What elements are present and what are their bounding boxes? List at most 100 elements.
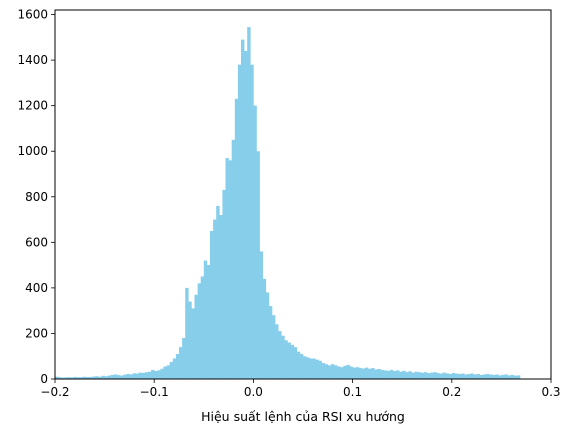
y-axis-ticks: 0 200 400 600 800 1000 1200 1400 1600 (17, 8, 55, 386)
y-tick-label: 1600 (17, 8, 48, 22)
histogram-bar (433, 372, 437, 379)
histogram-bar (420, 372, 425, 379)
histogram-bar (287, 342, 291, 379)
histogram-bar (482, 374, 487, 379)
histogram-bar (281, 335, 285, 379)
histogram-bar (355, 367, 360, 379)
histogram-bar (160, 368, 164, 379)
histogram-bar (268, 306, 273, 379)
histogram-bar (182, 338, 186, 379)
histogram-bar (489, 374, 493, 379)
histogram-bar (312, 358, 316, 379)
histogram-bar (427, 373, 431, 379)
histogram-bar (461, 373, 465, 379)
histogram-bar (213, 219, 217, 379)
histogram-bar (172, 358, 177, 379)
histogram-bar (430, 372, 434, 379)
x-tick-label: −0.2 (40, 385, 69, 399)
histogram-bar (120, 375, 124, 379)
histogram-bar (247, 27, 251, 380)
histogram-bar (197, 283, 201, 379)
histogram-bar (408, 371, 412, 379)
histogram-bar (470, 373, 474, 379)
histogram-bar (436, 373, 440, 379)
histogram-bar (157, 370, 161, 379)
histogram-bar (290, 344, 294, 379)
histogram-bar (132, 373, 136, 379)
histogram-bar (166, 365, 170, 379)
histogram-bar (228, 160, 232, 379)
histogram-bar (163, 366, 167, 379)
histogram-bar (262, 278, 267, 379)
histogram-bar (445, 373, 449, 379)
histogram-bar (244, 51, 248, 379)
histogram-bar (278, 331, 282, 379)
histogram-bar (340, 367, 344, 379)
histogram-bar (324, 364, 329, 379)
histogram-bar (368, 368, 372, 379)
histogram-bar (129, 374, 133, 379)
histogram-bar (250, 64, 254, 380)
histogram-bar (396, 370, 400, 379)
histogram-bar (451, 373, 456, 379)
histogram-bar (64, 377, 68, 379)
histogram-bars (55, 27, 521, 380)
histogram-bar (256, 151, 260, 379)
histogram-bar (110, 374, 115, 379)
histogram-bar (200, 276, 205, 379)
histogram-bar (501, 374, 505, 379)
histogram-bar (237, 64, 242, 380)
histogram-bar (306, 357, 310, 379)
histogram-bar (185, 287, 189, 379)
histogram-bar (253, 105, 257, 380)
histogram-bar (479, 374, 484, 379)
histogram-bar (405, 372, 409, 379)
histogram-bar (86, 376, 90, 379)
histogram-bar (485, 373, 490, 379)
histogram-bar (179, 347, 183, 379)
histogram-bar (89, 376, 93, 379)
histogram-bar (504, 374, 508, 379)
histogram-bar (138, 372, 143, 379)
histogram-bar (216, 205, 220, 379)
histogram-bar (82, 376, 87, 379)
histogram-bar (386, 370, 391, 379)
histogram-bar (402, 370, 406, 379)
histogram-bar (219, 215, 223, 379)
histogram-bar (123, 374, 127, 379)
histogram-bar (476, 373, 480, 379)
histogram-bar (448, 373, 453, 379)
histogram-bar (284, 340, 288, 379)
histogram-bar (148, 371, 152, 379)
histogram-bar (414, 371, 418, 379)
histogram-bar (389, 369, 394, 379)
histogram-bar (303, 356, 307, 379)
histogram-bar (498, 375, 502, 379)
histogram-bar (507, 375, 511, 379)
histogram-bar (206, 265, 211, 379)
histogram-bar (346, 364, 350, 379)
y-tick-label: 800 (25, 190, 48, 204)
histogram-bar (175, 353, 180, 379)
histogram-bar (321, 363, 325, 379)
histogram-bar (380, 369, 384, 379)
y-tick-label: 600 (25, 235, 48, 249)
histogram-bar (399, 371, 403, 379)
histogram-bar (365, 367, 369, 379)
x-tick-label: 0.2 (442, 385, 461, 399)
histogram-bar (371, 368, 375, 379)
histogram-bar (417, 372, 422, 379)
histogram-bar (241, 39, 245, 380)
histogram-bar (154, 371, 158, 379)
histogram-bar (349, 366, 353, 379)
y-tick-label: 0 (40, 372, 48, 386)
y-tick-label: 1000 (17, 144, 48, 158)
histogram-bar (113, 374, 118, 379)
histogram-bar (225, 158, 229, 379)
histogram-bar (516, 375, 521, 379)
histogram-bar (191, 308, 195, 379)
histogram-bar (454, 373, 459, 379)
histogram-bar (55, 376, 59, 379)
histogram-bar (330, 364, 335, 379)
